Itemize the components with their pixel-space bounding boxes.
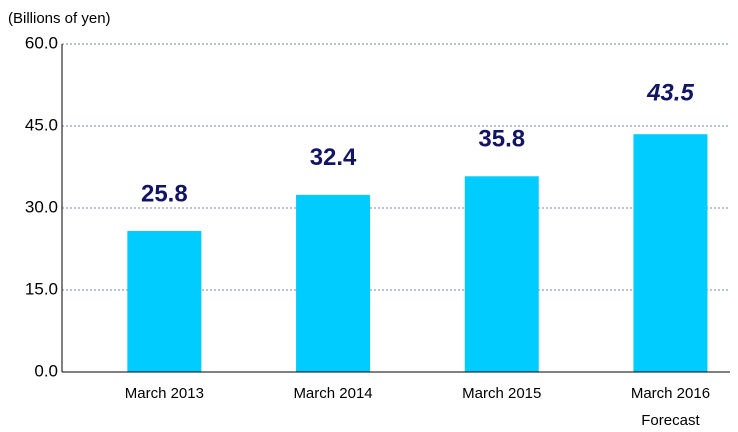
y-tick-label: 30.0 <box>25 197 58 216</box>
value-label: 43.5 <box>646 80 694 107</box>
x-tick-label: March 2016 <box>631 385 710 402</box>
bar <box>633 134 708 372</box>
y-tick-label: 45.0 <box>25 115 58 134</box>
bar <box>464 176 539 372</box>
unit-label: (Billions of yen) <box>8 10 111 27</box>
x-tick-label: March 2014 <box>293 385 372 402</box>
bar <box>127 230 202 372</box>
y-tick-label: 60.0 <box>25 33 58 52</box>
bar <box>296 194 371 372</box>
y-tick-label: 0.0 <box>34 361 58 380</box>
value-label: 25.8 <box>141 180 188 207</box>
x-tick-note: Forecast <box>641 412 700 429</box>
x-tick-label: March 2015 <box>462 385 541 402</box>
value-label: 35.8 <box>478 126 525 153</box>
x-tick-label: March 2013 <box>125 385 204 402</box>
y-tick-label: 15.0 <box>25 279 58 298</box>
value-label: 32.4 <box>310 144 357 171</box>
